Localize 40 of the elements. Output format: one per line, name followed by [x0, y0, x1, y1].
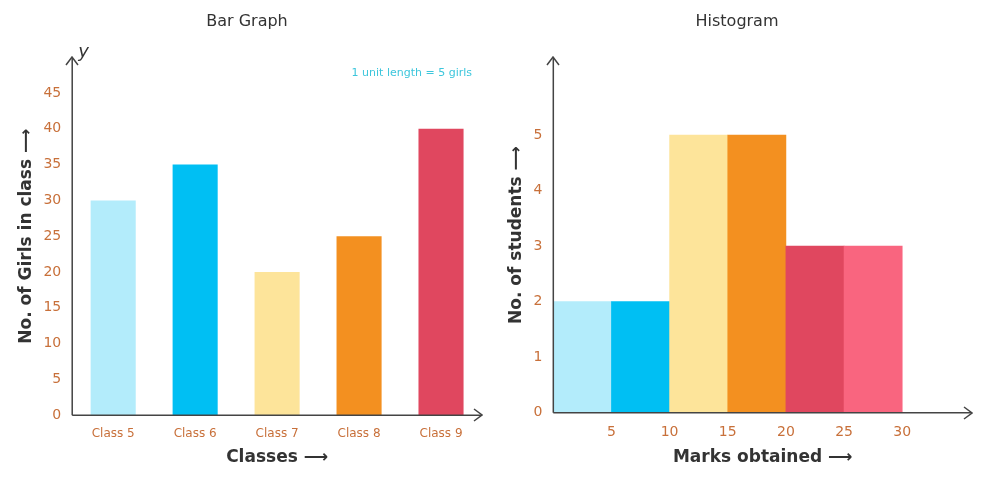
- chart-title: Bar Graph: [206, 10, 288, 30]
- y-tick-label: 25: [43, 226, 62, 243]
- y-tick-label: 3: [533, 236, 543, 253]
- x-tick-label: Class 9: [419, 425, 463, 440]
- x-tick-label: 25: [835, 422, 853, 439]
- y-tick-label: 20: [43, 262, 62, 279]
- x-tick-label: 5: [607, 422, 616, 439]
- x-tick-label: 10: [660, 422, 679, 439]
- y-tick-label: 4: [533, 181, 543, 198]
- x-tick-label: Class 8: [337, 425, 381, 440]
- bar: [418, 128, 464, 416]
- y-axis-title: No. of students ⟶: [504, 146, 525, 324]
- y-tick-label: 1: [533, 347, 543, 364]
- x-tick-label: 15: [718, 422, 737, 439]
- x-tick-label: Class 6: [173, 425, 217, 440]
- y-tick-label: 10: [43, 334, 62, 351]
- y-tick-label: 0: [533, 403, 543, 420]
- y-tick-label: 30: [43, 191, 62, 208]
- x-axis-title: Marks obtained ⟶: [672, 446, 853, 467]
- annotation: y: [77, 39, 90, 61]
- y-tick-label: 5: [533, 125, 543, 142]
- y-tick-label: 45: [43, 83, 62, 100]
- x-axis-title: Classes ⟶: [226, 446, 329, 467]
- x-tick-label: 20: [777, 422, 795, 439]
- y-axis-title: No. of Girls in class ⟶: [14, 128, 35, 344]
- annotation: 1 unit length = 5 girls: [351, 65, 473, 79]
- y-tick-label: 35: [43, 155, 62, 172]
- bar: [336, 236, 382, 416]
- bar: [254, 272, 300, 416]
- y-tick-label: 40: [43, 119, 62, 136]
- bar: [90, 200, 136, 416]
- x-tick-label: Class 5: [91, 425, 135, 440]
- x-tick-label: 30: [893, 422, 912, 439]
- y-tick-label: 0: [52, 405, 62, 422]
- y-tick-label: 2: [533, 292, 543, 309]
- x-tick-label: Class 7: [255, 425, 299, 440]
- y-tick-label: 5: [52, 370, 62, 387]
- chart-title: Histogram: [695, 10, 779, 30]
- y-tick-label: 15: [43, 298, 62, 315]
- bar: [172, 164, 218, 416]
